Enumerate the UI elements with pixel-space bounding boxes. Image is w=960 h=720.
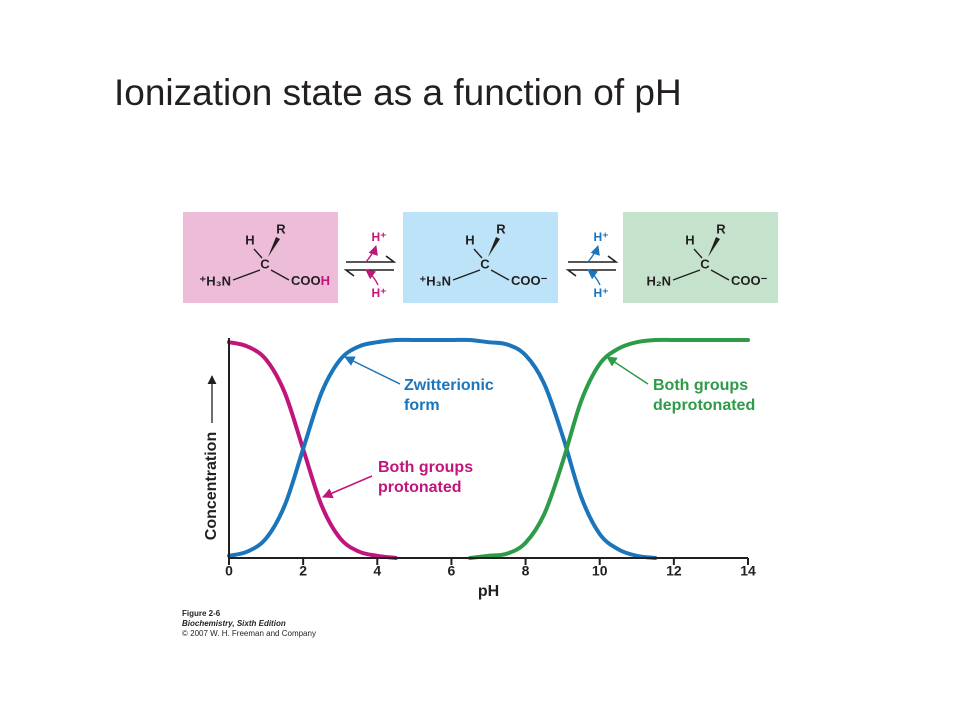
x-tick-label: 6 — [448, 563, 456, 579]
proton-label: H⁺ — [594, 286, 609, 300]
atom-h: H — [465, 232, 474, 247]
proton-arrow — [587, 245, 600, 263]
series-line — [227, 340, 398, 560]
annotation-arrow — [606, 356, 649, 385]
series-line — [227, 337, 658, 560]
bond — [270, 269, 290, 281]
proton-label: H⁺ — [594, 230, 609, 244]
proton-label: H⁺ — [372, 286, 387, 300]
annotation-arrow — [344, 356, 401, 385]
harpoon-back — [565, 269, 616, 277]
y-axis-label: Concentration — [203, 432, 220, 540]
harpoon-forward — [346, 255, 397, 263]
x-tick-label: 8 — [522, 563, 530, 579]
carboxyl-part: COO — [291, 273, 321, 288]
carboxyl-part: COO⁻ — [511, 273, 548, 288]
wedge-bond — [268, 237, 280, 257]
carboxyl-part: H — [321, 273, 330, 288]
slide-title: Ionization state as a function of pH — [114, 72, 682, 113]
bond — [473, 248, 483, 259]
x-axis-label: pH — [478, 583, 499, 600]
carboxyl-group: COOH — [291, 273, 330, 288]
figure-caption: © 2007 W. H. Freeman and Company — [182, 629, 316, 638]
harpoon-forward — [568, 255, 619, 263]
bond — [693, 248, 703, 259]
x-tick-label: 14 — [740, 563, 756, 579]
series-annotation: protonated — [378, 479, 462, 496]
annotation-arrow — [322, 475, 373, 499]
proton-arrow — [365, 245, 378, 263]
x-tick-label: 10 — [592, 563, 608, 579]
atom-h: H — [245, 232, 254, 247]
atom-h: H — [685, 232, 694, 247]
amino-group: ⁺H₃N — [199, 273, 231, 288]
figure-caption: Figure 2-6 — [182, 609, 221, 618]
proton-label: H⁺ — [372, 230, 387, 244]
wedge-bond — [708, 237, 720, 257]
bond — [490, 269, 510, 281]
proton-arrow — [365, 269, 379, 286]
bond — [232, 269, 261, 281]
atom-r: R — [496, 221, 506, 236]
series-annotation: Both groups — [378, 459, 473, 476]
carboxyl-group: COO⁻ — [511, 273, 548, 288]
wedge-bond — [488, 237, 500, 257]
series-annotation: form — [404, 397, 440, 414]
structure-box — [183, 212, 338, 303]
bond — [253, 248, 263, 259]
x-tick-label: 4 — [373, 563, 381, 579]
amino-group: ⁺H₃N — [419, 273, 451, 288]
series-line — [468, 337, 750, 560]
bond — [452, 269, 481, 281]
figure-caption: Biochemistry, Sixth Edition — [182, 619, 286, 628]
x-tick-label: 0 — [225, 563, 233, 579]
proton-arrow — [587, 269, 601, 286]
amino-group: H₂N — [646, 273, 671, 288]
series-annotation: deprotonated — [653, 397, 755, 414]
bond — [710, 269, 730, 281]
atom-c: C — [260, 256, 270, 271]
atom-c: C — [480, 256, 490, 271]
structure-box — [623, 212, 778, 303]
atom-c: C — [700, 256, 710, 271]
x-tick-label: 12 — [666, 563, 682, 579]
harpoon-back — [343, 269, 394, 277]
structure-box — [403, 212, 558, 303]
carboxyl-group: COO⁻ — [731, 273, 768, 288]
atom-r: R — [276, 221, 286, 236]
bond — [672, 269, 701, 281]
carboxyl-part: COO⁻ — [731, 273, 768, 288]
atom-r: R — [716, 221, 726, 236]
x-tick-label: 2 — [299, 563, 307, 579]
series-annotation: Zwitterionic — [404, 377, 494, 394]
series-annotation: Both groups — [653, 377, 748, 394]
